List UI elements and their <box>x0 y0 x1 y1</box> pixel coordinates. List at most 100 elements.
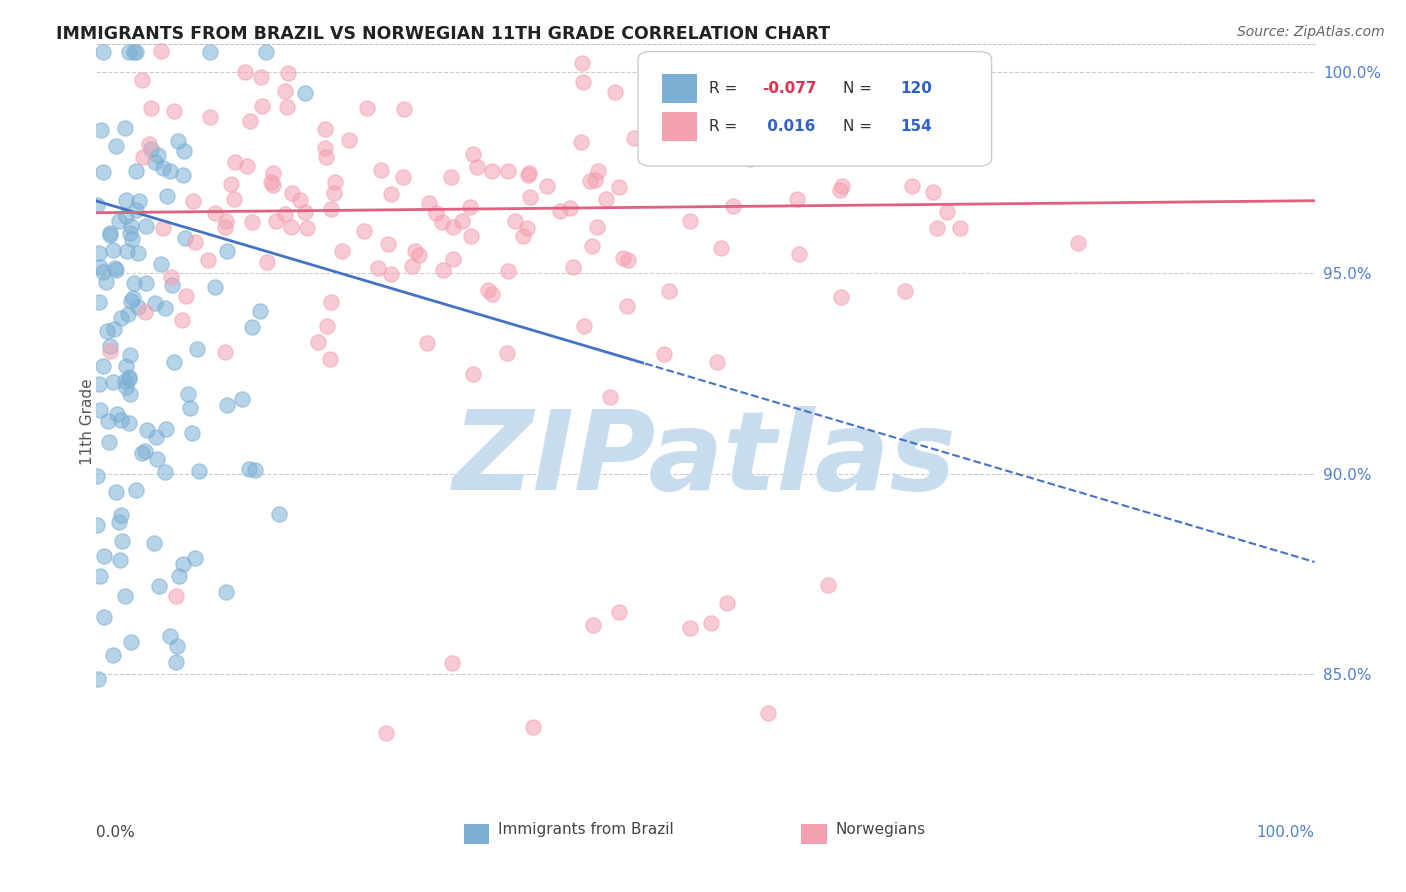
Point <box>813 84 835 98</box>
Point <box>465 160 488 174</box>
Point <box>273 85 295 99</box>
Point <box>579 174 602 188</box>
Point <box>135 219 157 233</box>
Point <box>294 205 316 219</box>
Point <box>503 214 526 228</box>
Point <box>276 100 298 114</box>
Y-axis label: 11th Grade: 11th Grade <box>80 378 94 465</box>
Point <box>214 214 236 228</box>
Point <box>118 369 141 384</box>
Point <box>86 468 108 483</box>
Point <box>135 276 157 290</box>
Point <box>294 86 316 100</box>
Point <box>198 45 221 60</box>
Point <box>281 186 304 200</box>
Point <box>512 228 534 243</box>
Point <box>264 214 287 228</box>
Point <box>679 113 702 128</box>
Point <box>132 150 155 164</box>
Text: 100.0%: 100.0% <box>1257 825 1315 840</box>
Point <box>181 425 204 440</box>
Point <box>91 359 114 373</box>
Point <box>149 257 172 271</box>
Point <box>101 375 124 389</box>
Point <box>280 219 302 234</box>
Point <box>222 192 245 206</box>
Point <box>496 264 519 278</box>
Point <box>121 291 143 305</box>
Point <box>98 339 121 353</box>
Point <box>118 226 141 240</box>
Point <box>586 220 609 235</box>
Point <box>659 114 682 128</box>
Point <box>163 355 186 369</box>
Point <box>160 278 183 293</box>
Point <box>120 293 142 308</box>
Point <box>401 259 423 273</box>
Point <box>117 45 139 60</box>
Point <box>146 452 169 467</box>
Point <box>605 86 627 100</box>
Point <box>125 202 148 217</box>
Point <box>235 65 257 79</box>
Point <box>337 133 360 147</box>
Point <box>901 179 924 194</box>
Point <box>204 206 226 220</box>
Point <box>89 260 111 274</box>
Point <box>440 656 463 670</box>
Text: Immigrants from Brazil: Immigrants from Brazil <box>498 822 673 837</box>
Point <box>517 166 540 180</box>
Point <box>786 192 808 206</box>
Point <box>679 214 702 228</box>
Point <box>87 245 110 260</box>
Point <box>243 463 266 477</box>
Point <box>380 186 402 201</box>
Point <box>574 318 596 333</box>
Point <box>86 198 108 212</box>
Point <box>318 351 340 366</box>
Point <box>136 423 159 437</box>
Point <box>93 549 115 564</box>
Point <box>595 192 617 206</box>
Point <box>256 254 278 268</box>
Point <box>274 207 297 221</box>
Point <box>188 464 211 478</box>
Point <box>685 141 707 155</box>
Point <box>159 164 181 178</box>
Text: R =: R = <box>709 119 742 134</box>
Text: N =: N = <box>842 80 877 95</box>
Point <box>392 102 415 116</box>
Point <box>314 141 336 155</box>
Point <box>581 238 603 252</box>
Point <box>450 213 472 227</box>
Point <box>200 110 222 124</box>
Point <box>162 104 184 119</box>
Point <box>224 155 246 169</box>
Point <box>217 244 239 258</box>
Point <box>418 196 440 211</box>
Point <box>125 163 148 178</box>
Point <box>319 202 342 216</box>
Text: Source: ZipAtlas.com: Source: ZipAtlas.com <box>1237 25 1385 39</box>
Point <box>108 516 131 530</box>
Point <box>658 284 681 298</box>
Point <box>856 142 879 156</box>
Point <box>238 462 260 476</box>
Point <box>817 577 839 591</box>
Text: 120: 120 <box>900 80 932 95</box>
Point <box>461 147 484 161</box>
Point <box>89 295 111 310</box>
Point <box>356 101 378 115</box>
Point <box>706 355 728 369</box>
Point <box>110 508 132 522</box>
Text: ZIPatlas: ZIPatlas <box>453 406 957 513</box>
Point <box>174 231 197 245</box>
Point <box>432 263 454 277</box>
Point <box>894 285 917 299</box>
Point <box>330 244 353 258</box>
Point <box>536 178 558 193</box>
Point <box>315 150 337 164</box>
Point <box>463 367 485 381</box>
Point <box>548 204 571 219</box>
Point <box>145 430 167 444</box>
